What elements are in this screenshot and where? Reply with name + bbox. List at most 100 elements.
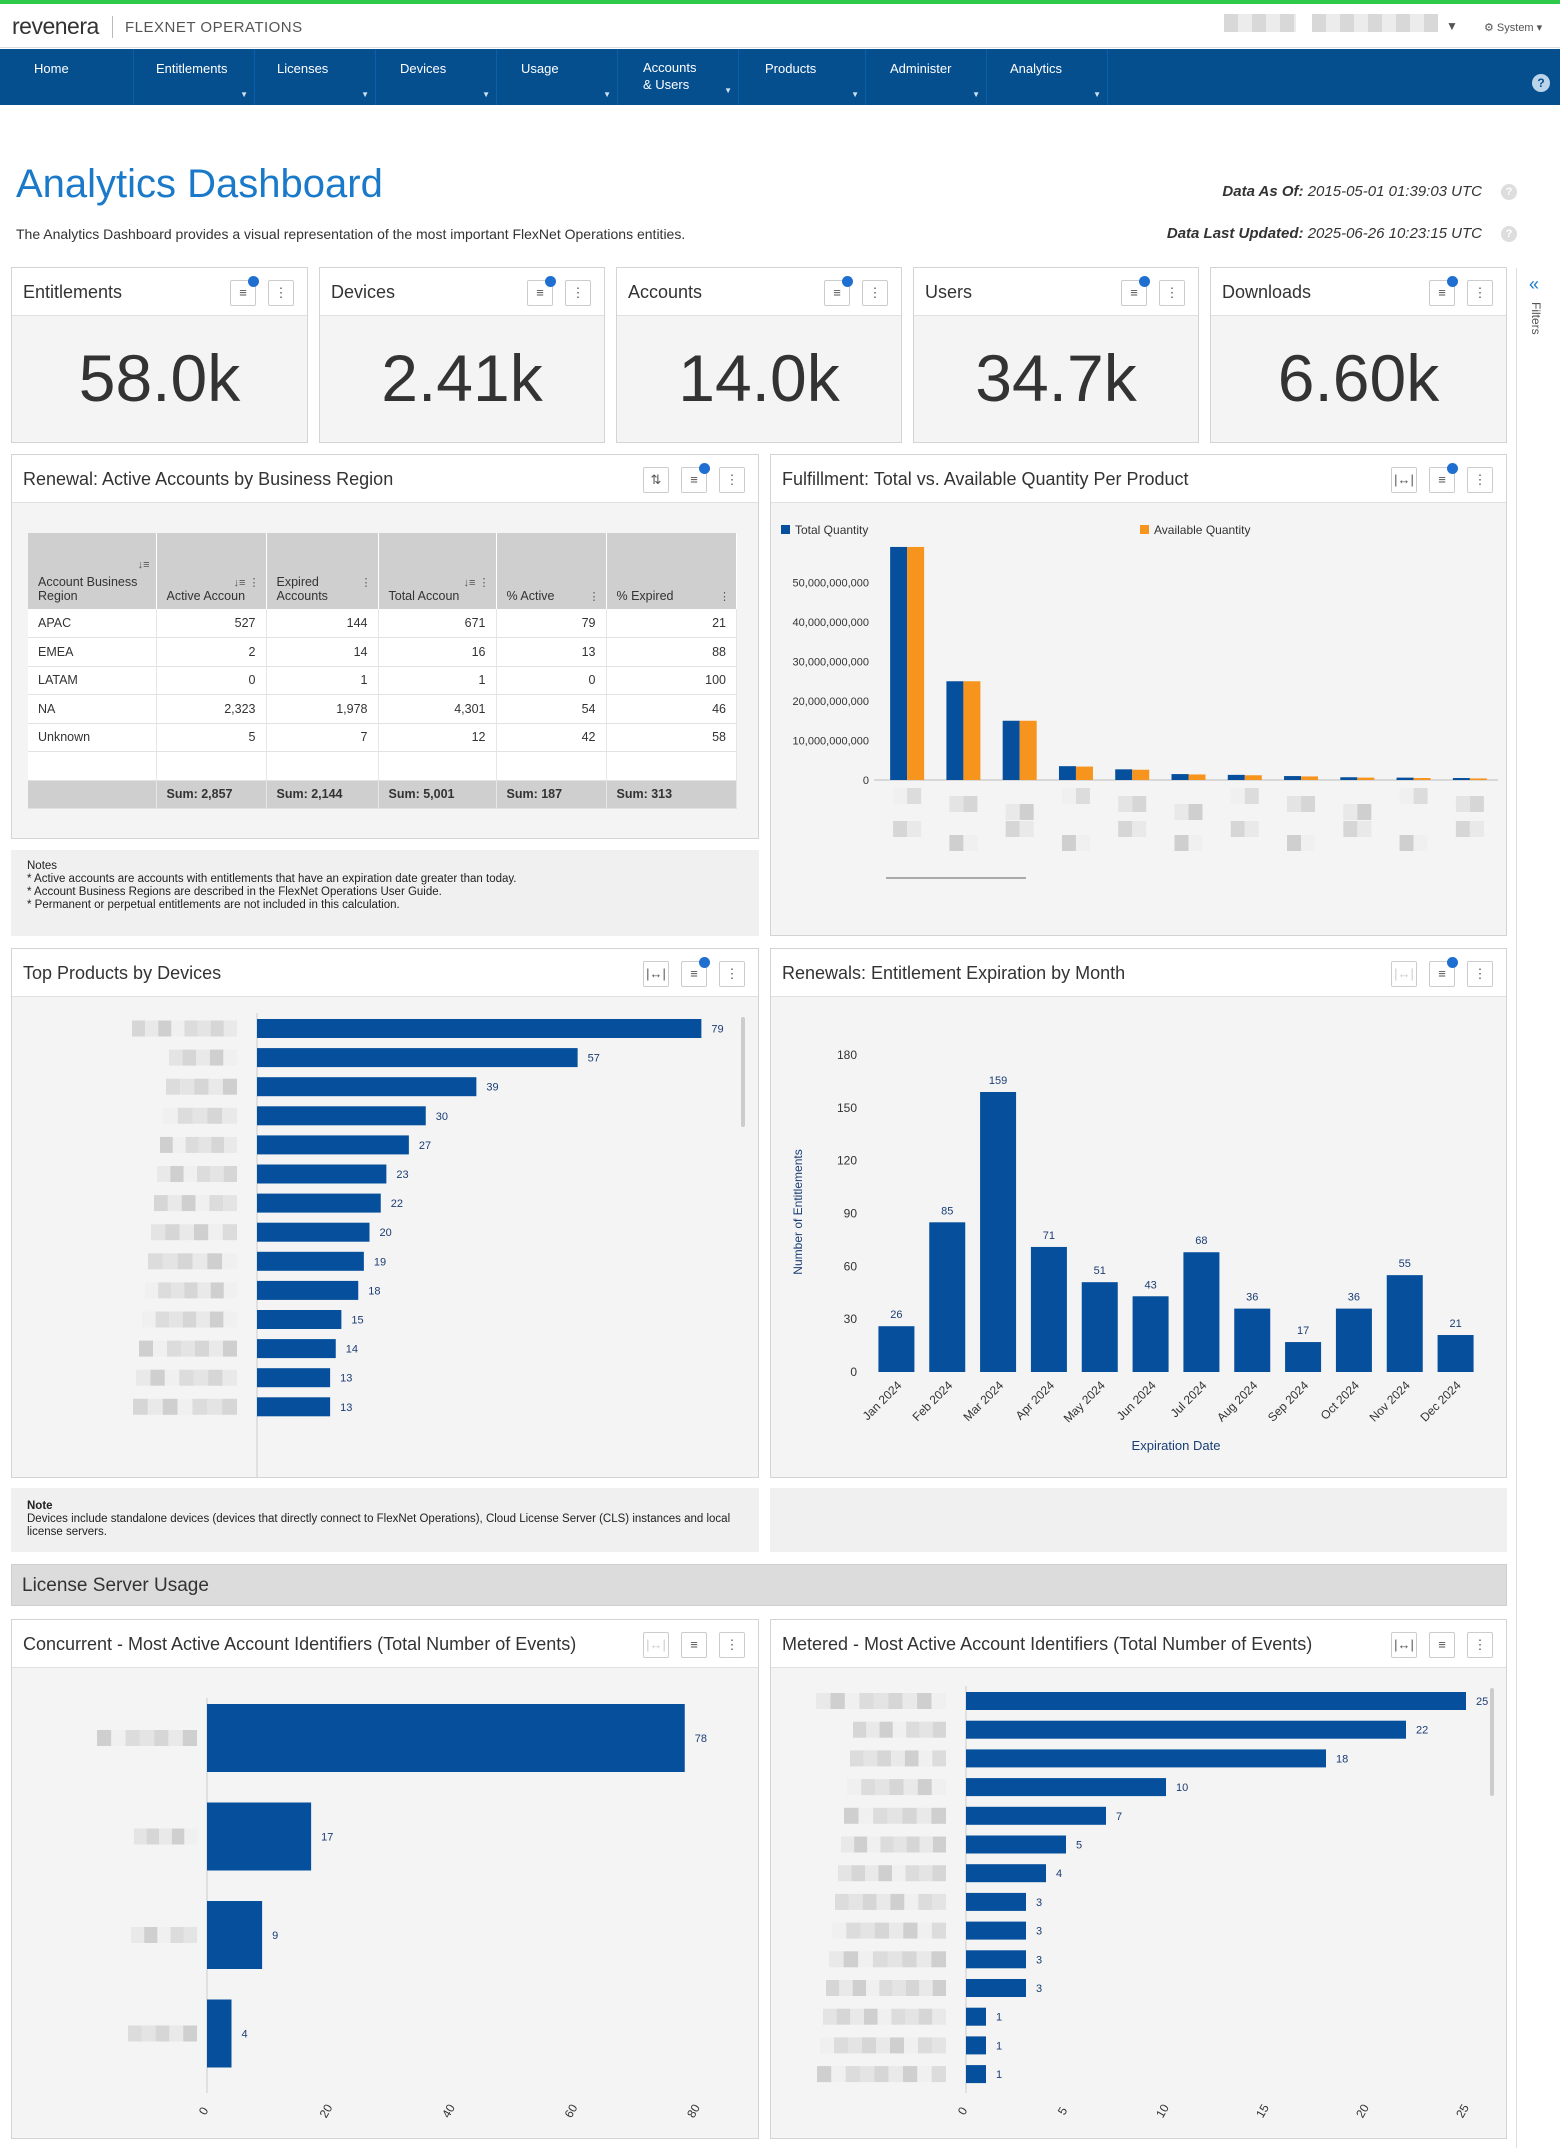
filter-button[interactable]: ≡ [1429, 467, 1455, 493]
redacted-category-label [837, 2009, 851, 2025]
redacted-category-label [165, 1224, 179, 1240]
card-menu-button[interactable]: ⋮ [565, 280, 591, 306]
filter-button[interactable]: ≡ [527, 280, 553, 306]
nav-analytics[interactable]: Analytics ▼ [987, 49, 1108, 105]
filter-button[interactable]: ≡ [230, 280, 256, 306]
devices-note: Note Devices include standalone devices … [11, 1488, 759, 1552]
filter-button[interactable]: ≡ [1429, 1632, 1455, 1658]
redacted-category-label [224, 1282, 237, 1298]
redacted-category-label [904, 2037, 918, 2053]
bar-available [1132, 770, 1149, 780]
nav-home[interactable]: Home [0, 49, 134, 105]
legend-swatch-total [781, 525, 790, 534]
nav-usage[interactable]: Usage ▼ [497, 49, 618, 105]
column-header-pct-active[interactable]: % Active ⋮ [496, 533, 606, 609]
column-header-active[interactable]: Active Accoun ↓≡ ⋮ [156, 533, 266, 609]
card-menu-button[interactable]: ⋮ [1159, 280, 1185, 306]
expand-button[interactable]: |↔| [1391, 961, 1417, 987]
nav-entitlements[interactable]: Entitlements ▼ [134, 49, 255, 105]
filter-button[interactable]: ≡ [1121, 280, 1147, 306]
card-menu-button[interactable]: ⋮ [1467, 1632, 1493, 1658]
double-chevron-left-icon[interactable]: « [1529, 274, 1539, 295]
help-icon[interactable]: ? [1532, 74, 1550, 92]
redacted-category-label [888, 1808, 903, 1824]
card-menu-button[interactable]: ⋮ [1467, 280, 1493, 306]
sort-menu-icon[interactable]: ↓≡ ⋮ [464, 576, 490, 589]
redacted-category-label [903, 1923, 917, 1939]
redacted-category-label [867, 1837, 880, 1853]
user-menu-caret-icon[interactable]: ▼ [1446, 19, 1458, 33]
card-menu-button[interactable]: ⋮ [719, 1632, 745, 1658]
bar-available [1076, 767, 1093, 780]
redacted-category-label [859, 1693, 873, 1709]
sort-button[interactable]: ⇅ [643, 467, 669, 493]
redacted-category-label [873, 1951, 888, 1967]
filter-button[interactable]: ≡ [1429, 961, 1455, 987]
table-cell [606, 752, 737, 781]
help-icon[interactable]: ? [1501, 184, 1517, 200]
kebab-menu-icon[interactable]: ⋮ [589, 590, 600, 603]
legend-label: Available Quantity [1154, 523, 1251, 537]
filter-button[interactable]: ≡ [824, 280, 850, 306]
kpi-card-devices: Devices ≡ ⋮ 2.41k [319, 267, 605, 443]
filter-button[interactable]: ≡ [1429, 280, 1455, 306]
redacted-category-label [163, 1108, 178, 1124]
filters-panel-toggle[interactable]: « Filters [1516, 268, 1560, 2148]
table-row[interactable]: Unknown 5 7 12 42 58 [28, 723, 737, 752]
column-header-expired[interactable]: Expired Accounts ⋮ [266, 533, 378, 609]
card-menu-button[interactable]: ⋮ [862, 280, 888, 306]
redacted-category-label [171, 1282, 184, 1298]
filter-button[interactable]: ≡ [681, 467, 707, 493]
nav-label: Devices [400, 61, 496, 76]
expand-button[interactable]: |↔| [1391, 1632, 1417, 1658]
table-cell: 54 [496, 695, 606, 724]
card-menu-button[interactable]: ⋮ [1467, 467, 1493, 493]
redacted-category-label [918, 1779, 932, 1795]
card-menu-button[interactable]: ⋮ [719, 961, 745, 987]
redacted-category-label [841, 1837, 854, 1853]
redacted-category-label [1245, 821, 1259, 837]
redacted-category-label [172, 1829, 185, 1845]
kebab-menu-icon[interactable]: ⋮ [361, 576, 372, 589]
nav-products[interactable]: Products ▼ [739, 49, 866, 105]
nav-licenses[interactable]: Licenses ▼ [255, 49, 376, 105]
table-row[interactable]: EMEA 2 14 16 13 88 [28, 638, 737, 667]
bar [257, 1310, 341, 1329]
redacted-category-label [222, 1399, 237, 1415]
table-row[interactable]: APAC 527 144 671 79 21 [28, 609, 737, 638]
redacted-category-label [879, 1980, 892, 1996]
table-cell [28, 752, 156, 781]
card-menu-button[interactable]: ⋮ [1467, 961, 1493, 987]
sort-menu-icon[interactable]: ↓≡ ⋮ [234, 576, 260, 589]
nav-administer[interactable]: Administer ▼ [866, 49, 987, 105]
card-menu-button[interactable]: ⋮ [719, 467, 745, 493]
nav-devices[interactable]: Devices ▼ [376, 49, 497, 105]
help-icon[interactable]: ? [1501, 226, 1517, 242]
column-header-total[interactable]: Total Accoun ↓≡ ⋮ [378, 533, 496, 609]
x-tick-label: 80 [684, 2101, 703, 2120]
bar-available [907, 547, 924, 780]
redacted-category-label [817, 2066, 831, 2082]
card-menu-button[interactable]: ⋮ [268, 280, 294, 306]
table-cell: 46 [606, 695, 737, 724]
column-header-region[interactable]: Account Business Region ↓≡ [28, 533, 156, 609]
expand-button[interactable]: |↔| [1391, 467, 1417, 493]
redacted-category-label [838, 1865, 852, 1881]
filter-button[interactable]: ≡ [681, 961, 707, 987]
expand-button[interactable]: |↔| [643, 961, 669, 987]
nav-accounts-users[interactable]: Accounts & Users ▼ [618, 49, 739, 105]
filter-button[interactable]: ≡ [681, 1632, 707, 1658]
table-row[interactable]: LATAM 0 1 1 0 100 [28, 666, 737, 695]
brand-logo[interactable]: revenera [12, 13, 99, 40]
notes-heading: Notes [27, 860, 743, 873]
expand-button[interactable]: |↔| [643, 1632, 669, 1658]
sort-icon[interactable]: ↓≡ [138, 559, 150, 571]
kebab-menu-icon[interactable]: ⋮ [719, 590, 730, 603]
column-header-pct-expired[interactable]: % Expired ⋮ [606, 533, 737, 609]
redacted-category-label [207, 1399, 222, 1415]
table-row[interactable]: NA 2,323 1,978 4,301 54 46 [28, 695, 737, 724]
redacted-category-label [831, 2066, 845, 2082]
bar [257, 1223, 370, 1242]
system-menu[interactable]: ⚙ System ▾ [1484, 21, 1542, 34]
redacted-category-label [209, 1341, 223, 1357]
